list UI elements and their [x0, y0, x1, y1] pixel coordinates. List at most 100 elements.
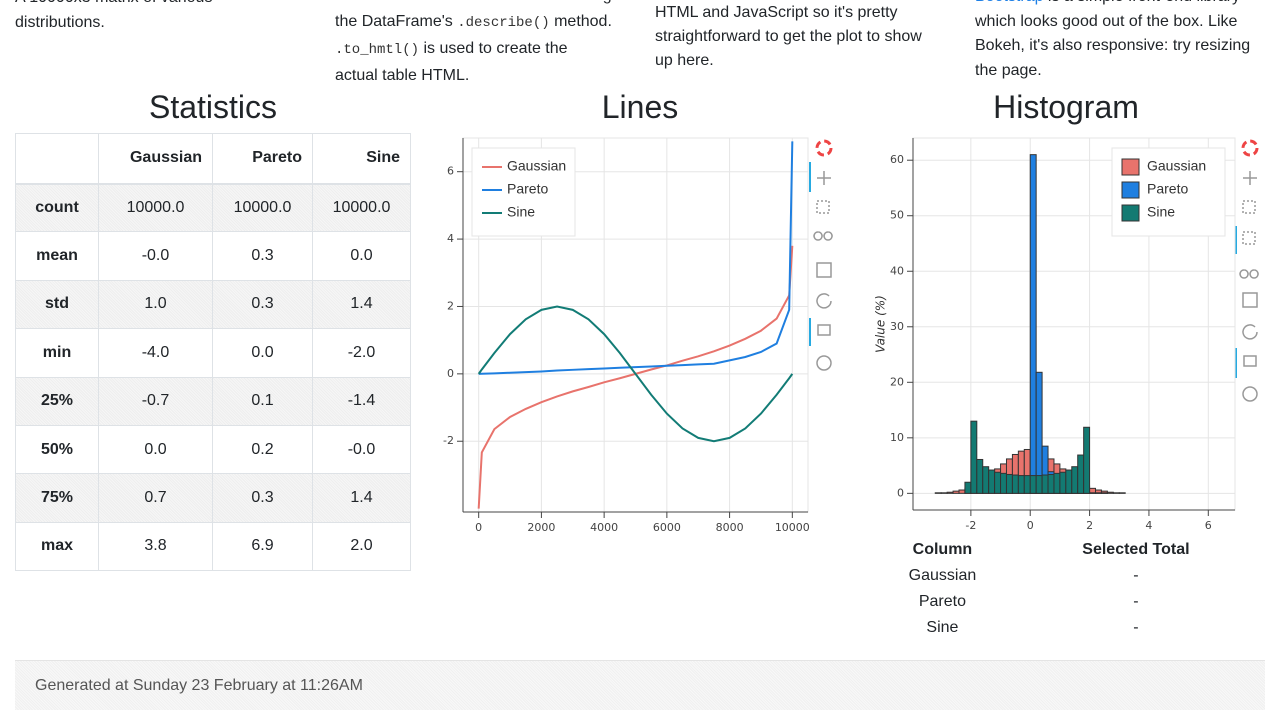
reset-tool[interactable]: [816, 293, 832, 309]
y-tick-label: 4: [447, 232, 454, 245]
table-cell: -2.0: [312, 328, 411, 378]
histogram-bar: [1071, 466, 1079, 494]
table-cell: 10000.0: [312, 182, 411, 233]
lines-title: Lines: [601, 89, 679, 125]
table-cell: -4.0: [98, 328, 213, 378]
table-row: std 1.0 0.3 1.4: [15, 279, 411, 330]
bokeh-logo[interactable]: [815, 139, 833, 157]
table-cell: -1.4: [312, 376, 411, 426]
pan-tool[interactable]: [817, 171, 831, 185]
help-tool[interactable]: [816, 355, 832, 371]
histogram-bar: [1041, 474, 1049, 494]
y-tick-label: 6: [447, 165, 454, 178]
histogram-bar: [988, 469, 996, 494]
histogram-bar: [1059, 471, 1067, 494]
reset-tool[interactable]: [1242, 324, 1258, 340]
save-tool[interactable]: [1242, 292, 1258, 308]
legend-label: Sine: [507, 204, 535, 220]
table-row: 25% -0.7 0.1 -1.4: [15, 376, 411, 426]
y-tick-label: -2: [443, 434, 454, 447]
x-tick-label: 2000: [527, 521, 555, 534]
row-label: 75%: [15, 473, 99, 523]
help-tool[interactable]: [1242, 386, 1258, 402]
text-line: Bokeh, it's also responsive: try resizin…: [975, 34, 1280, 59]
box-zoom-tool[interactable]: [816, 200, 830, 214]
intro-column: HTML and JavaScript so it's pretty straig…: [655, 1, 965, 73]
table-cell: -0.0: [312, 424, 411, 475]
hover-tool[interactable]: [1243, 355, 1257, 367]
histogram-bar: [1017, 475, 1025, 494]
y-tick-label: 30: [890, 320, 904, 333]
line-series: [477, 305, 794, 443]
link[interactable]: Bootstrap: [975, 0, 1043, 5]
table-row: Pareto -: [893, 589, 1280, 615]
table-row: max 3.8 6.9 2.0: [15, 521, 411, 572]
table-cell: 0.3: [212, 473, 313, 523]
table-cell: -: [1133, 619, 1139, 636]
table-cell: 1.0: [98, 279, 213, 330]
line-series: [478, 141, 794, 375]
hover-tool[interactable]: [817, 324, 831, 336]
histogram-bar: [1029, 475, 1037, 494]
x-tick-label: 10000: [775, 521, 810, 534]
histogram-bar: [1005, 473, 1013, 494]
histogram-bar: [952, 490, 960, 494]
text-line: up here.: [655, 49, 965, 73]
table-row: count 10000.0 10000.0 10000.0: [15, 182, 411, 233]
selection-table: Column Selected Total Gaussian - Pareto - Sin…: [893, 537, 1280, 641]
text: the DataFrame's: [335, 13, 458, 30]
legend-label: Pareto: [507, 181, 548, 197]
histogram-bar: [1077, 454, 1085, 494]
histogram-bar: [1000, 472, 1007, 494]
histogram-bar: [994, 471, 1002, 494]
table-cell: 1.4: [312, 279, 411, 330]
row-label: mean: [15, 231, 99, 281]
wheel-zoom-tool[interactable]: [1239, 269, 1259, 279]
histogram-bar: [1035, 475, 1043, 494]
y-tick-label: 2: [447, 299, 454, 312]
text: distributions.: [15, 13, 105, 31]
code-text: .describe(): [457, 15, 550, 31]
column-header: Sine: [312, 133, 411, 185]
histogram-bar: [958, 489, 966, 494]
legend-box: [471, 147, 576, 237]
row-label: min: [15, 328, 99, 378]
text: HTML and JavaScript so it's pretty: [655, 4, 898, 21]
pan-tool[interactable]: [1243, 171, 1257, 185]
column-header: Pareto: [212, 133, 313, 185]
table-cell: -: [1133, 593, 1139, 610]
x-tick-label: 0: [1027, 519, 1034, 532]
table-cell: -0.0: [98, 231, 213, 281]
legend-label: Gaussian: [1147, 158, 1206, 174]
histogram-title: Histogram: [993, 89, 1139, 125]
wheel-zoom-tool[interactable]: [813, 231, 833, 241]
statistics-table: Gaussian Pareto Sine count 10000.0 10000.0 10…: [15, 133, 411, 572]
box-select-tool[interactable]: [1242, 231, 1256, 245]
legend-swatch: [1121, 181, 1140, 199]
bokeh-logo[interactable]: [1241, 139, 1259, 157]
text-line: A 10000x3 matrix of various: [15, 0, 325, 10]
histogram-bar: [1100, 492, 1108, 494]
text: which looks good out of the box. Like: [975, 12, 1238, 30]
save-tool[interactable]: [816, 262, 832, 278]
x-tick-label: 2: [1086, 519, 1093, 532]
legend-label: Pareto: [1147, 181, 1188, 197]
x-tick-label: 6: [1205, 519, 1212, 532]
histogram-bar: [946, 491, 954, 494]
x-tick-label: -2: [965, 519, 976, 532]
histogram-bar: [964, 481, 972, 494]
y-tick-label: 10: [890, 431, 904, 444]
histogram-bar: [1011, 474, 1019, 494]
table-row: 75% 0.7 0.3 1.4: [15, 473, 411, 523]
table-cell: 10000.0: [212, 182, 313, 233]
row-label: count: [15, 182, 99, 233]
histogram-bar: [970, 420, 978, 494]
intro-column: The table over there was created using th…: [335, 0, 645, 89]
text-line: The table over there was created using: [335, 0, 645, 9]
histogram-bar: [1106, 491, 1114, 494]
x-tick-label: 6000: [653, 521, 681, 534]
x-tick-label: 8000: [716, 521, 744, 534]
y-tick-label: 0: [447, 367, 454, 380]
box-zoom-tool[interactable]: [1242, 200, 1256, 214]
